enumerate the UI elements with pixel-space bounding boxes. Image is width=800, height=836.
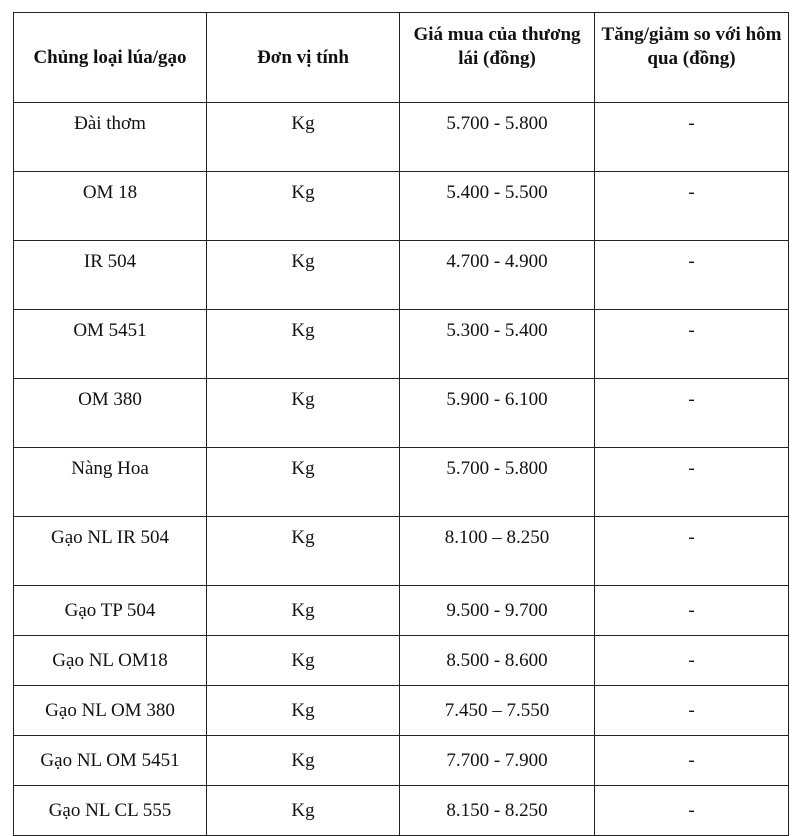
change-cell: - bbox=[594, 735, 789, 786]
rice-type-cell: IR 504 bbox=[13, 240, 207, 310]
unit-cell: Kg bbox=[206, 735, 400, 786]
table-row: OM 5451 Kg 5.300 - 5.400- bbox=[13, 309, 789, 379]
unit-cell: Kg bbox=[206, 102, 400, 172]
header-row: Chủng loại lúa/gạo Đơn vị tính Giá mua c… bbox=[13, 12, 789, 103]
table-row: Gạo NL CL 555 Kg 8.150 - 8.250- bbox=[13, 785, 789, 836]
unit-cell: Kg bbox=[206, 585, 400, 636]
table-row: Nàng Hoa Kg 5.700 - 5.800- bbox=[13, 447, 789, 517]
rice-price-table: Chủng loại lúa/gạo Đơn vị tính Giá mua c… bbox=[13, 12, 789, 836]
change-cell: - bbox=[594, 102, 789, 172]
change-cell: - bbox=[594, 685, 789, 736]
rice-type-cell: OM 380 bbox=[13, 378, 207, 448]
price-cell: 5.900 - 6.100 bbox=[399, 378, 595, 448]
rice-type-cell: Gạo NL CL 555 bbox=[13, 785, 207, 836]
rice-type-cell: Gạo TP 504 bbox=[13, 585, 207, 636]
price-cell: 7.700 - 7.900 bbox=[399, 735, 595, 786]
header-price: Giá mua của thương lái (đồng) bbox=[399, 12, 595, 103]
price-cell: 9.500 - 9.700 bbox=[399, 585, 595, 636]
table-row: OM 380 Kg 5.900 - 6.100- bbox=[13, 378, 789, 448]
header-rice-type: Chủng loại lúa/gạo bbox=[13, 12, 207, 103]
rice-type-cell: OM 18 bbox=[13, 171, 207, 241]
header-unit: Đơn vị tính bbox=[206, 12, 400, 103]
change-cell: - bbox=[594, 171, 789, 241]
unit-cell: Kg bbox=[206, 516, 400, 586]
price-cell: 5.700 - 5.800 bbox=[399, 447, 595, 517]
table-row: Gạo NL IR 504 Kg 8.100 – 8.250- bbox=[13, 516, 789, 586]
price-cell: 8.500 - 8.600 bbox=[399, 635, 595, 686]
rice-type-cell: Gạo NL OM18 bbox=[13, 635, 207, 686]
change-cell: - bbox=[594, 447, 789, 517]
header-change: Tăng/giảm so với hôm qua (đồng) bbox=[594, 12, 789, 103]
unit-cell: Kg bbox=[206, 635, 400, 686]
table-row: OM 18 Kg 5.400 - 5.500- bbox=[13, 171, 789, 241]
table-row: Gạo TP 504 Kg 9.500 - 9.700- bbox=[13, 585, 789, 636]
table-row: Gạo NL OM18 Kg 8.500 - 8.600- bbox=[13, 635, 789, 686]
table-row: IR 504 Kg 4.700 - 4.900- bbox=[13, 240, 789, 310]
rice-type-cell: Gạo NL OM 5451 bbox=[13, 735, 207, 786]
unit-cell: Kg bbox=[206, 171, 400, 241]
price-cell: 5.400 - 5.500 bbox=[399, 171, 595, 241]
change-cell: - bbox=[594, 516, 789, 586]
unit-cell: Kg bbox=[206, 685, 400, 736]
unit-cell: Kg bbox=[206, 309, 400, 379]
change-cell: - bbox=[594, 378, 789, 448]
change-cell: - bbox=[594, 785, 789, 836]
rice-type-cell: Nàng Hoa bbox=[13, 447, 207, 517]
unit-cell: Kg bbox=[206, 447, 400, 517]
rice-type-cell: Đài thơm bbox=[13, 102, 207, 172]
rice-type-cell: Gạo NL OM 380 bbox=[13, 685, 207, 736]
table-body: Đài thơm Kg 5.700 - 5.800- OM 18 Kg 5.400 - 5… bbox=[13, 102, 789, 836]
price-cell: 5.300 - 5.400 bbox=[399, 309, 595, 379]
unit-cell: Kg bbox=[206, 240, 400, 310]
table-row: Gạo NL OM 380 Kg 7.450 – 7.550- bbox=[13, 685, 789, 736]
table-row: Gạo NL OM 5451 Kg 7.700 - 7.900- bbox=[13, 735, 789, 786]
change-cell: - bbox=[594, 309, 789, 379]
rice-type-cell: OM 5451 bbox=[13, 309, 207, 379]
table-row: Đài thơm Kg 5.700 - 5.800- bbox=[13, 102, 789, 172]
change-cell: - bbox=[594, 585, 789, 636]
price-cell: 8.100 – 8.250 bbox=[399, 516, 595, 586]
unit-cell: Kg bbox=[206, 785, 400, 836]
unit-cell: Kg bbox=[206, 378, 400, 448]
change-cell: - bbox=[594, 635, 789, 686]
price-cell: 8.150 - 8.250 bbox=[399, 785, 595, 836]
price-cell: 5.700 - 5.800 bbox=[399, 102, 595, 172]
rice-type-cell: Gạo NL IR 504 bbox=[13, 516, 207, 586]
price-cell: 7.450 – 7.550 bbox=[399, 685, 595, 736]
change-cell: - bbox=[594, 240, 789, 310]
price-cell: 4.700 - 4.900 bbox=[399, 240, 595, 310]
